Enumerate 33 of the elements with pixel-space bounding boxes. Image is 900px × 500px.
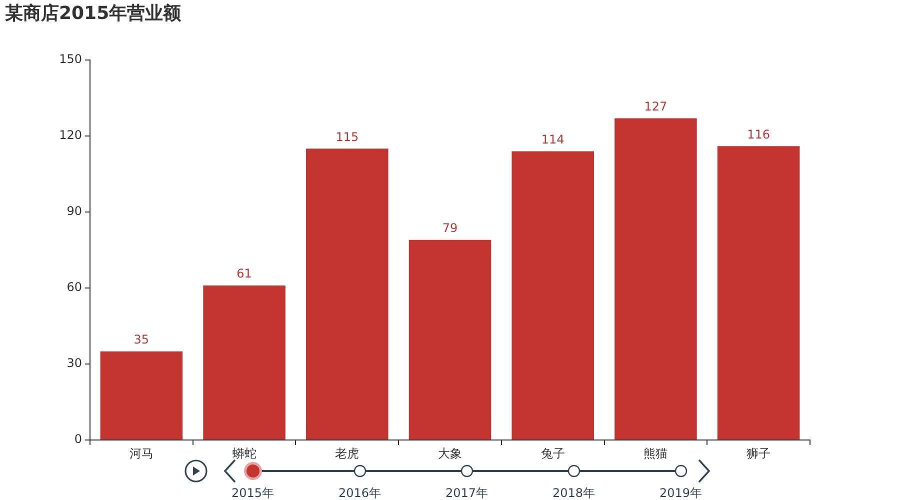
chart-title: 某商店2015年营业额	[5, 2, 182, 26]
bar	[512, 151, 594, 440]
x-tick-label: 蟒蛇	[232, 446, 256, 460]
text: 2016年	[338, 486, 382, 500]
y-tick-label: 30	[66, 356, 82, 370]
y-tick-label: 120	[59, 128, 82, 142]
y-tick-label: 150	[59, 52, 82, 66]
data-label: 127	[644, 99, 668, 114]
data-label: 116	[747, 127, 770, 142]
x-tick-label: 老虎	[335, 446, 360, 460]
data-label: 79	[442, 220, 458, 235]
bar	[408, 240, 492, 440]
data-label: 115	[336, 130, 359, 144]
y-tick-label: 0	[74, 432, 82, 446]
bar	[100, 351, 183, 440]
text: 2019年	[660, 486, 702, 500]
bar	[203, 285, 286, 440]
text: 2017年	[446, 486, 488, 500]
text: 2015年	[232, 486, 274, 500]
x-tick-label: 河马	[129, 446, 154, 460]
bar	[306, 148, 388, 440]
bar	[717, 146, 800, 440]
y-tick-label: 60	[66, 280, 82, 294]
bar	[614, 118, 697, 440]
data-label: 114	[541, 132, 564, 146]
x-tick-label: 狮子	[746, 446, 771, 460]
text: 2018年	[552, 486, 596, 500]
x-tick-label: 兔子	[540, 446, 565, 460]
x-tick-label: 熊猫	[644, 446, 668, 460]
y-tick-label: 90	[66, 204, 82, 218]
data-label: 35	[134, 332, 150, 346]
x-tick-label: 大象	[438, 446, 462, 460]
data-label: 61	[236, 266, 252, 281]
